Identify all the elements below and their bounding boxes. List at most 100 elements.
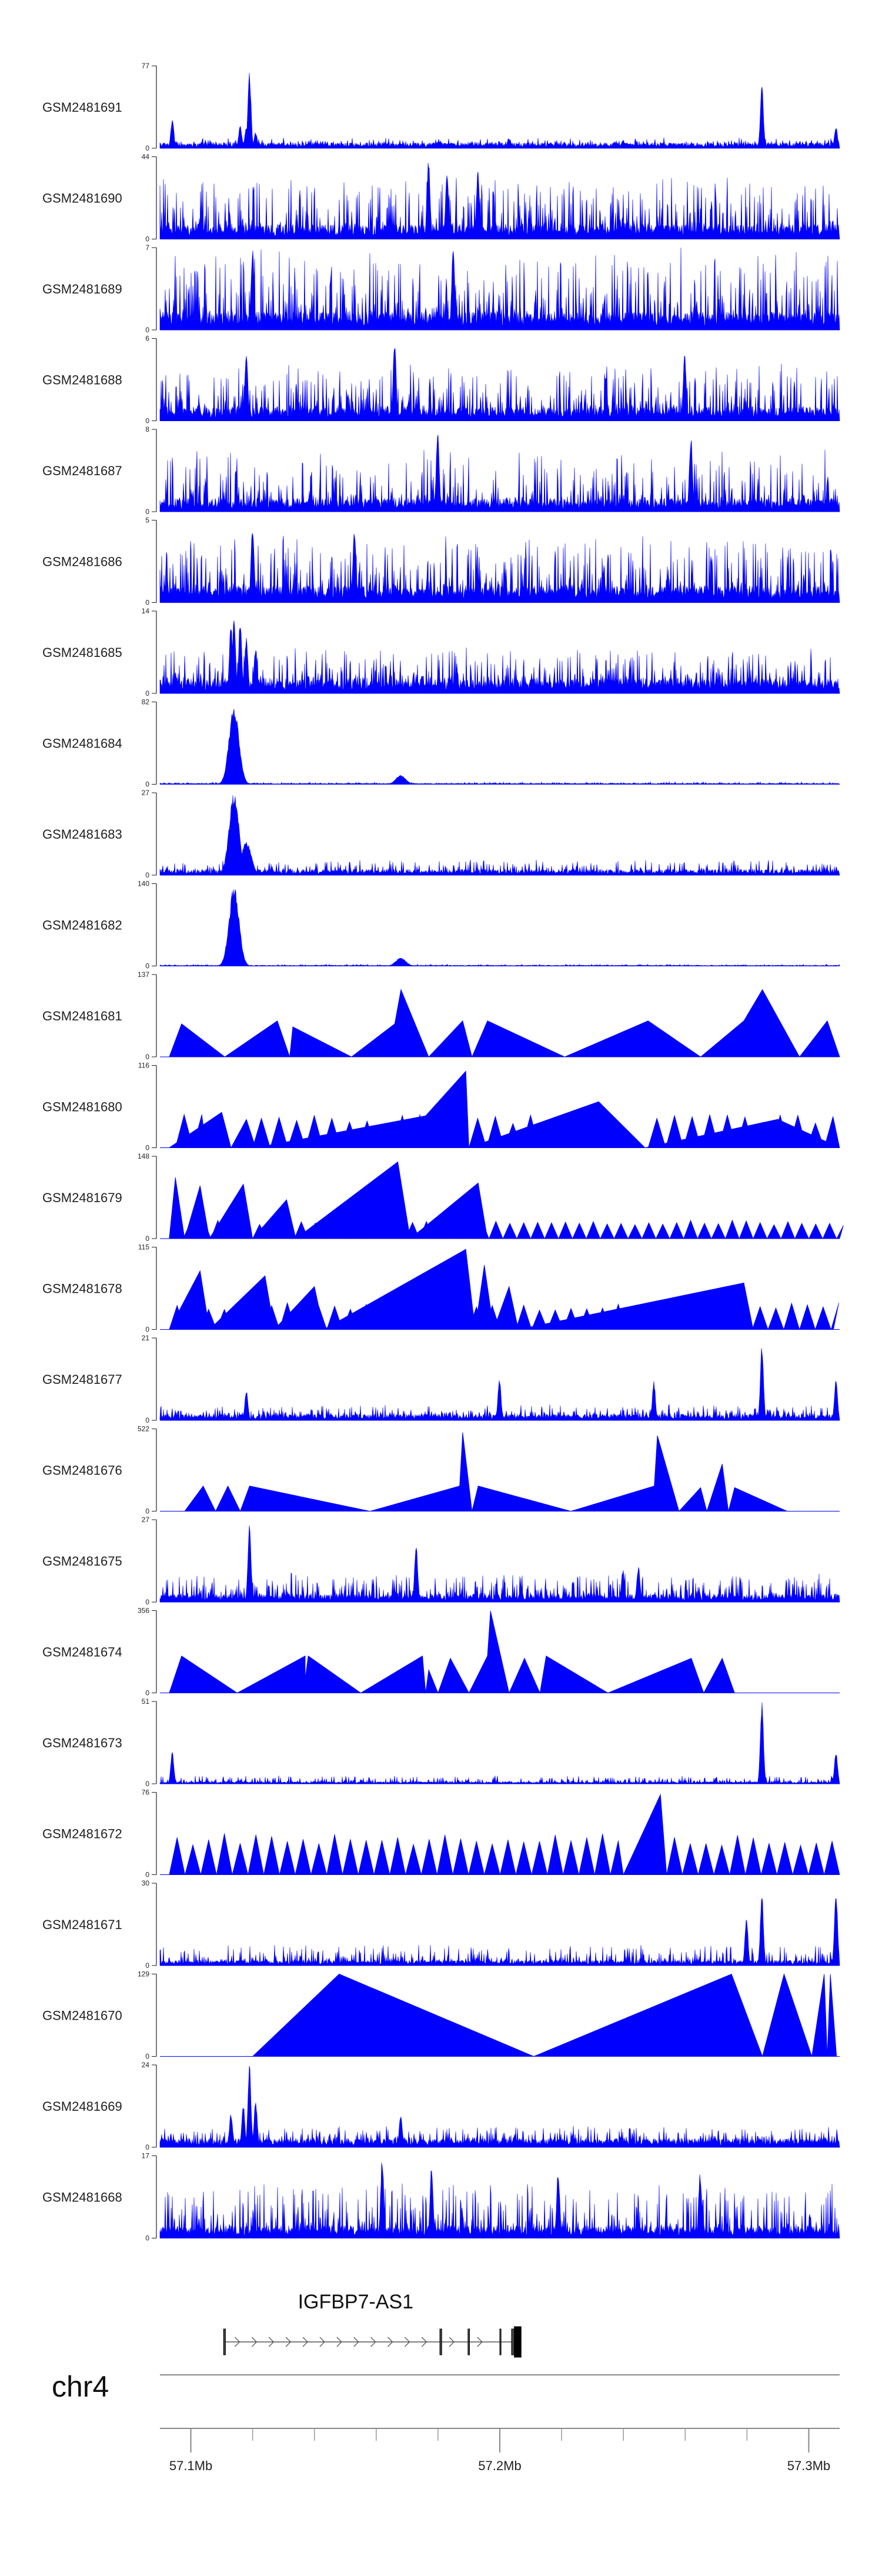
strand-arrow: [353, 2337, 359, 2347]
exon-block: [467, 2328, 470, 2355]
track-GSM2481687: GSM2481687 8 0: [42, 425, 840, 516]
signal-area: [159, 1702, 840, 1784]
track-GSM2481671: GSM2481671 30 0: [42, 1879, 840, 1970]
y-zero-tick: 0: [145, 599, 149, 607]
y-max-tick: 21: [142, 1334, 150, 1342]
signal-area: [169, 989, 840, 1058]
strand-arrow: [449, 2337, 455, 2347]
track-GSM2481680: GSM2481680 116 0: [42, 1062, 840, 1152]
y-max-tick: 522: [138, 1425, 149, 1433]
y-max-tick: 6: [145, 335, 149, 343]
y-zero-tick: 0: [145, 2053, 149, 2061]
y-max-tick: 356: [138, 1607, 149, 1615]
signal-area: [666, 1835, 840, 1876]
y-max-tick: 30: [142, 1879, 150, 1887]
gene-track: IGFBP7-AS1: [223, 2291, 522, 2358]
genome-axis: chr4 57.1Mb 57.2Mb 57.3Mb: [52, 2370, 840, 2473]
y-zero-tick: 0: [145, 1053, 149, 1061]
track-GSM2481677: GSM2481677 21 0: [42, 1334, 840, 1424]
track-GSM2481681: GSM2481681 137 0: [42, 970, 840, 1061]
track-GSM2481690: GSM2481690 44 0: [42, 153, 840, 243]
y-zero-tick: 0: [145, 2234, 149, 2243]
y-max-tick: 137: [138, 970, 149, 979]
signal-area: [159, 1897, 840, 1966]
chromosome-label: chr4: [52, 2370, 109, 2403]
track-GSM2481678: GSM2481678 115 0: [42, 1243, 840, 1334]
signal-area: [159, 795, 840, 876]
signal-area: [159, 889, 840, 966]
y-max-tick: 14: [142, 607, 150, 615]
track-label: GSM2481674: [42, 1645, 122, 1660]
y-zero-tick: 0: [145, 1780, 149, 1788]
track-label: GSM2481680: [42, 1100, 122, 1115]
exon-block: [511, 2328, 515, 2355]
signal-tracks: GSM2481691770GSM2481690440GSM248168970GS…: [42, 62, 844, 2243]
strand-arrow: [404, 2337, 410, 2347]
signal-area: [159, 348, 840, 421]
signal-area: [184, 1432, 787, 1512]
strand-arrow: [336, 2337, 342, 2347]
y-max-tick: 27: [142, 1516, 150, 1524]
y-max-tick: 76: [142, 1788, 150, 1797]
y-max-tick: 77: [142, 62, 150, 70]
track-GSM2481688: GSM2481688 6 0: [42, 335, 840, 425]
strand-arrow: [319, 2337, 325, 2347]
track-GSM2481676: GSM2481676 522 0: [42, 1425, 840, 1516]
track-label: GSM2481679: [42, 1190, 122, 1205]
y-zero-tick: 0: [145, 962, 149, 970]
signal-area: [159, 533, 840, 603]
signal-area: [159, 435, 840, 512]
y-max-tick: 27: [142, 789, 150, 797]
signal-area: [169, 1249, 754, 1330]
y-zero-tick: 0: [145, 1689, 149, 1697]
y-max-tick: 129: [138, 1970, 149, 1978]
signal-area: [169, 1610, 778, 1694]
y-zero-tick: 0: [145, 871, 149, 879]
track-GSM2481679: GSM2481679 148 0: [42, 1152, 844, 1243]
y-max-tick: 44: [142, 153, 150, 161]
exon-block: [514, 2326, 522, 2358]
strand-arrow: [251, 2337, 258, 2347]
exon-block: [499, 2328, 502, 2355]
y-zero-tick: 0: [145, 1598, 149, 1606]
signal-area: [168, 1070, 840, 1149]
gene-model: [223, 2326, 522, 2358]
track-label: GSM2481673: [42, 1736, 122, 1750]
y-zero-tick: 0: [145, 508, 149, 516]
track-GSM2481685: GSM2481685 14 0: [42, 607, 840, 698]
track-label: GSM2481689: [42, 282, 122, 296]
y-zero-tick: 0: [145, 1961, 149, 1970]
y-zero-tick: 0: [145, 1416, 149, 1424]
track-label: GSM2481691: [42, 100, 122, 115]
track-GSM2481672: GSM2481672 76 0: [42, 1788, 840, 1879]
axis-tick-label: 57.1Mb: [169, 2458, 212, 2473]
y-max-tick: 7: [145, 243, 149, 252]
signal-area: [169, 1833, 624, 1875]
track-label: GSM2481681: [42, 1009, 122, 1023]
y-max-tick: 5: [145, 516, 149, 525]
signal-area: [159, 73, 840, 149]
track-GSM2481689: GSM2481689 7 0: [42, 243, 840, 334]
track-GSM2481691: GSM2481691 77 0: [42, 62, 840, 152]
y-zero-tick: 0: [145, 1507, 149, 1516]
track-GSM2481670: GSM2481670 129 0: [42, 1970, 840, 2061]
y-zero-tick: 0: [145, 1326, 149, 1334]
track-label: GSM2481690: [42, 191, 122, 206]
track-label: GSM2481678: [42, 1282, 122, 1296]
y-zero-tick: 0: [145, 1871, 149, 1879]
track-label: GSM2481682: [42, 918, 122, 933]
track-GSM2481675: GSM2481675 27 0: [42, 1516, 840, 1606]
track-label: GSM2481687: [42, 463, 122, 478]
strand-arrow: [302, 2337, 308, 2347]
track-GSM2481673: GSM2481673 51 0: [42, 1697, 840, 1788]
y-zero-tick: 0: [145, 144, 149, 152]
track-GSM2481668: GSM2481668 17 0: [42, 2152, 840, 2243]
y-max-tick: 115: [138, 1243, 149, 1252]
strand-arrow: [234, 2337, 240, 2347]
strand-arrow: [477, 2337, 483, 2347]
track-label: GSM2481669: [42, 2099, 122, 2114]
track-label: GSM2481668: [42, 2190, 122, 2205]
track-label: GSM2481685: [42, 645, 122, 660]
signal-area: [159, 2163, 840, 2238]
y-zero-tick: 0: [145, 689, 149, 698]
